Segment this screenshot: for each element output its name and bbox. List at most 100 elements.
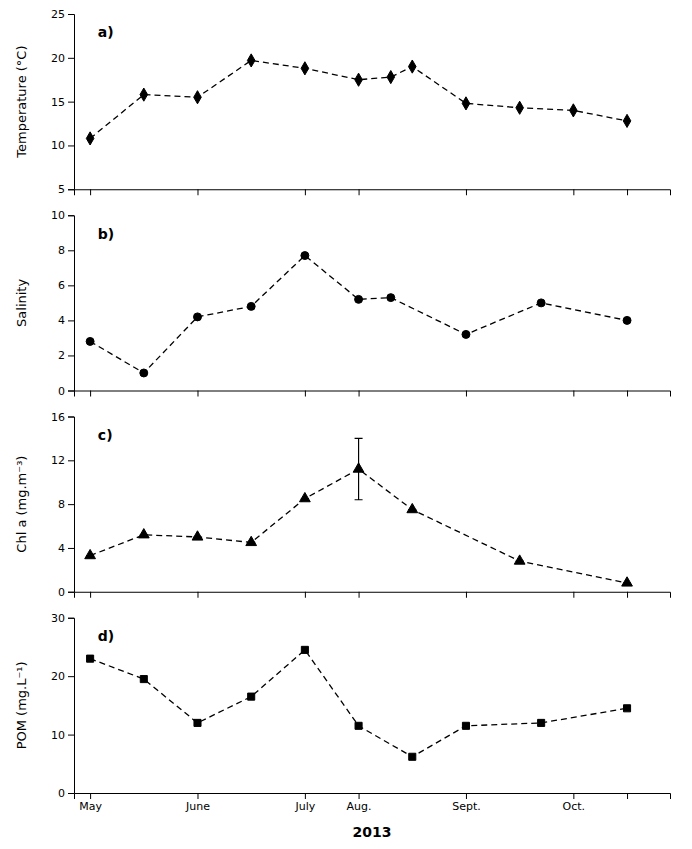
data-point (194, 313, 202, 321)
panel: MayJuneJulyAug.Sept.Oct.0102030POM (mg.L… (14, 612, 671, 840)
y-tick-label: 10 (51, 209, 65, 222)
x-tick-line (573, 793, 574, 799)
y-tick-label: 20 (51, 52, 65, 65)
x-tick-line (90, 592, 91, 598)
y-tick-line (68, 391, 74, 392)
x-axis (75, 391, 671, 397)
x-tick (627, 793, 628, 799)
y-tick-label: 5 (58, 183, 65, 196)
x-tick-line (90, 189, 91, 195)
x-axis-title: 2013 (353, 824, 392, 840)
data-point (300, 492, 311, 501)
x-tick-label: Sept. (452, 800, 481, 813)
data-point (247, 302, 255, 310)
x-tick (627, 189, 628, 195)
y-tick-label: 16 (51, 411, 65, 424)
plot-area (86, 252, 631, 377)
x-tick-line (359, 189, 360, 195)
x-tick-line (305, 391, 306, 397)
x-tick-line (197, 391, 198, 397)
data-point (355, 295, 363, 303)
y-tick-label: 0 (58, 586, 65, 599)
x-tick-label: Oct. (563, 800, 586, 813)
y-tick-label: 6 (58, 279, 65, 292)
y-tick-label: 10 (51, 139, 65, 152)
y-tick-label: 10 (51, 729, 65, 742)
y-axis: 510152025 (51, 8, 75, 196)
x-tick-line (359, 391, 360, 397)
data-point (538, 719, 545, 726)
data-point (194, 91, 202, 104)
x-tick-line (305, 189, 306, 195)
x-tick (573, 189, 574, 195)
x-tick (466, 592, 467, 598)
x-tick-line (573, 189, 574, 195)
y-tick-line (68, 592, 74, 593)
data-point (85, 549, 96, 558)
data-point (301, 252, 309, 260)
y-tick-line (68, 250, 74, 251)
y-tick: 10 (51, 729, 74, 742)
panel: 0246810Salinityb) (14, 209, 671, 397)
x-tick (197, 189, 198, 195)
data-point (623, 316, 631, 324)
y-tick-line (68, 215, 74, 216)
y-tick-label: 8 (58, 244, 65, 257)
data-point (462, 722, 469, 729)
y-tick-line (68, 793, 74, 794)
x-tick (197, 592, 198, 598)
x-tick (627, 592, 628, 598)
y-tick: 4 (58, 542, 74, 555)
data-line (90, 650, 627, 757)
y-tick: 0 (58, 787, 74, 800)
x-tick-line (466, 189, 467, 195)
y-tick-label: 25 (51, 8, 65, 21)
data-line (90, 60, 627, 138)
x-axis-line (75, 592, 671, 598)
y-tick: 4 (58, 314, 74, 327)
y-tick-label: 20 (51, 670, 65, 683)
data-point (192, 531, 203, 540)
x-tick (573, 592, 574, 598)
x-tick-line (305, 592, 306, 598)
x-tick: June (185, 793, 210, 813)
data-point (516, 101, 524, 114)
data-point (408, 60, 416, 73)
data-point (355, 722, 362, 729)
x-tick (359, 592, 360, 598)
y-tick: 6 (58, 279, 74, 292)
data-point (87, 655, 94, 662)
y-tick: 2 (58, 349, 74, 362)
y-tick: 25 (51, 8, 74, 21)
y-tick: 30 (51, 612, 74, 625)
y-axis-line (68, 417, 75, 592)
x-tick (90, 391, 91, 397)
x-tick-line (573, 391, 574, 397)
data-point (387, 294, 395, 302)
data-point (86, 337, 94, 345)
x-tick (90, 592, 91, 598)
y-tick: 10 (51, 139, 74, 152)
data-point (140, 369, 148, 377)
y-tick: 0 (58, 385, 74, 398)
x-tick-line (466, 592, 467, 598)
data-point (247, 54, 255, 67)
y-tick-line (68, 676, 74, 677)
x-tick-line (627, 592, 628, 598)
x-axis-line (75, 391, 671, 397)
y-tick-line (68, 548, 74, 549)
x-tick-line (359, 592, 360, 598)
y-tick-line (68, 189, 74, 190)
y-tick: 12 (51, 454, 74, 467)
panel-label: b) (98, 226, 114, 242)
x-tick-line (359, 793, 360, 799)
panel-label: d) (98, 628, 114, 644)
x-tick (305, 391, 306, 397)
y-axis-line (68, 216, 75, 391)
y-axis-title: Chl a (mg.m⁻³) (14, 456, 29, 553)
x-tick-label: June (185, 800, 210, 813)
y-tick-label: 4 (58, 314, 65, 327)
y-tick-line (68, 102, 74, 103)
y-tick-line (68, 735, 74, 736)
y-tick-line (68, 417, 74, 418)
